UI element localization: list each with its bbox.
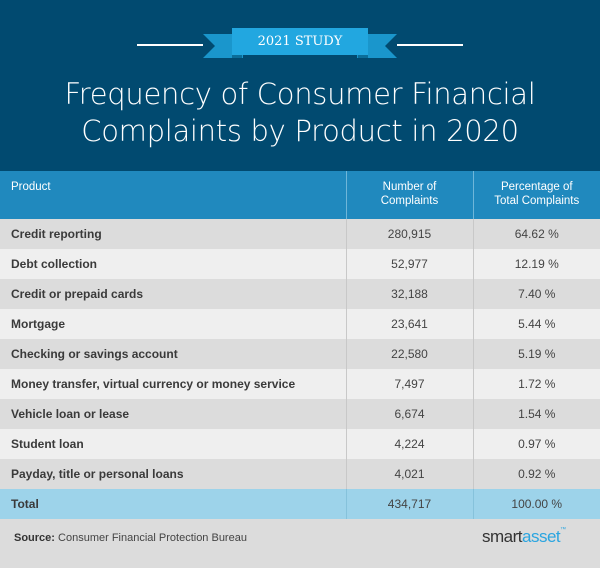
table-row: Checking or savings account 22,580 5.19 … bbox=[0, 339, 600, 369]
smartasset-logo: smartasset™ bbox=[482, 527, 566, 547]
product-cell: Credit or prepaid cards bbox=[0, 279, 346, 309]
count-cell: 23,641 bbox=[345, 309, 473, 339]
title-line-2: Complaints by Product in 2020 bbox=[81, 114, 519, 148]
header-line: Complaints bbox=[380, 195, 439, 207]
count-cell: 4,224 bbox=[345, 429, 473, 459]
count-cell: 7,497 bbox=[345, 369, 473, 399]
count-cell: 4,021 bbox=[345, 459, 473, 489]
total-row: Total 434,717 100.00 % bbox=[0, 489, 600, 519]
title-banner: 2021 STUDY Frequency of Consumer Financi… bbox=[0, 0, 600, 171]
product-cell: Mortgage bbox=[0, 309, 346, 339]
percentage-cell: 5.19 % bbox=[472, 339, 600, 369]
count-cell: 6,674 bbox=[345, 399, 473, 429]
product-cell: Credit reporting bbox=[0, 219, 346, 249]
percentage-cell: 64.62 % bbox=[472, 219, 600, 249]
product-cell: Vehicle loan or lease bbox=[0, 399, 346, 429]
count-cell: 32,188 bbox=[345, 279, 473, 309]
product-cell: Checking or savings account bbox=[0, 339, 346, 369]
ribbon-fold-right bbox=[358, 54, 368, 58]
total-count: 434,717 bbox=[345, 489, 473, 519]
table-row: Debt collection 52,977 12.19 % bbox=[0, 249, 600, 279]
percentage-cell: 7.40 % bbox=[472, 279, 600, 309]
header-line: Percentage of bbox=[500, 181, 573, 193]
chart-title: Frequency of Consumer Financial Complain… bbox=[0, 76, 600, 150]
decorative-rule-left bbox=[137, 44, 203, 46]
product-cell: Payday, title or personal loans bbox=[0, 459, 346, 489]
table-row: Vehicle loan or lease 6,674 1.54 % bbox=[0, 399, 600, 429]
column-header-product: Product bbox=[0, 171, 346, 219]
total-percentage: 100.00 % bbox=[472, 489, 600, 519]
source-label: Source: bbox=[14, 532, 55, 544]
table-row: Payday, title or personal loans 4,021 0.… bbox=[0, 459, 600, 489]
table-row: Money transfer, virtual currency or mone… bbox=[0, 369, 600, 399]
column-header-count: Number of Complaints bbox=[345, 171, 473, 219]
count-cell: 22,580 bbox=[345, 339, 473, 369]
column-header-percentage: Percentage of Total Complaints bbox=[472, 171, 600, 219]
trademark-icon: ™ bbox=[560, 527, 566, 533]
table-row: Credit reporting 280,915 64.62 % bbox=[0, 219, 600, 249]
complaints-table: Product Number of Complaints Percentage … bbox=[0, 171, 600, 519]
total-label: Total bbox=[0, 489, 346, 519]
study-ribbon: 2021 STUDY bbox=[232, 28, 368, 55]
percentage-cell: 0.97 % bbox=[472, 429, 600, 459]
count-cell: 280,915 bbox=[345, 219, 473, 249]
percentage-cell: 12.19 % bbox=[472, 249, 600, 279]
table-row: Mortgage 23,641 5.44 % bbox=[0, 309, 600, 339]
table-row: Credit or prepaid cards 32,188 7.40 % bbox=[0, 279, 600, 309]
decorative-rule-right bbox=[397, 44, 463, 46]
source-text: Consumer Financial Protection Bureau bbox=[54, 532, 247, 544]
percentage-cell: 5.44 % bbox=[472, 309, 600, 339]
product-cell: Money transfer, virtual currency or mone… bbox=[0, 369, 346, 399]
product-cell: Debt collection bbox=[0, 249, 346, 279]
source-note: Source: Consumer Financial Protection Bu… bbox=[14, 532, 247, 544]
header-line: Number of bbox=[382, 181, 437, 193]
percentage-cell: 1.54 % bbox=[472, 399, 600, 429]
count-cell: 52,977 bbox=[345, 249, 473, 279]
ribbon-fold-left bbox=[232, 54, 242, 58]
logo-part-smart: smart bbox=[482, 527, 523, 546]
percentage-cell: 1.72 % bbox=[472, 369, 600, 399]
percentage-cell: 0.92 % bbox=[472, 459, 600, 489]
header-line: Total Complaints bbox=[494, 195, 580, 207]
table-header-row: Product Number of Complaints Percentage … bbox=[0, 171, 600, 219]
table-row: Student loan 4,224 0.97 % bbox=[0, 429, 600, 459]
product-cell: Student loan bbox=[0, 429, 346, 459]
title-line-1: Frequency of Consumer Financial bbox=[64, 77, 536, 111]
logo-part-asset: asset bbox=[522, 527, 561, 546]
